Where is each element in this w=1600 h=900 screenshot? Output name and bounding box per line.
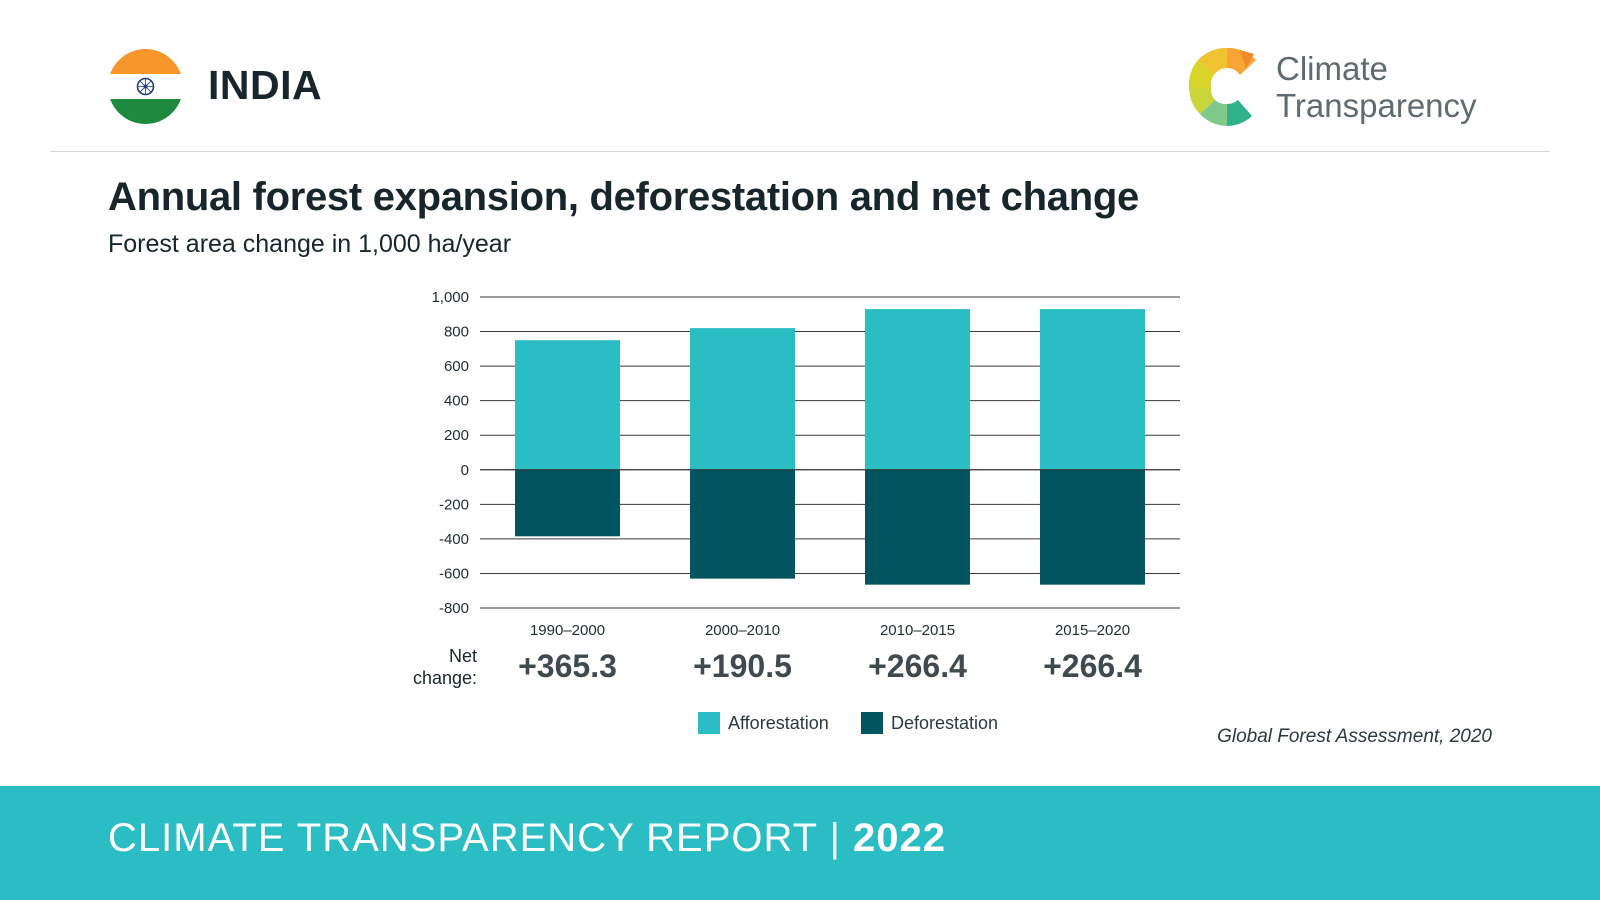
net-change-value: +266.4 [1043,648,1142,684]
y-tick-label: -800 [439,600,469,617]
footer-title: CLIMATE TRANSPARENCY REPORT | 2022 [108,816,946,861]
legend-afforestation: Afforestation [698,711,829,735]
x-tick-label: 2015–2020 [1055,622,1130,639]
bar-deforestation [1040,469,1145,585]
y-tick-label: -600 [439,565,469,582]
bar-deforestation [690,469,795,579]
y-tick-label: 200 [444,427,469,444]
logo-wordmark: Climate Transparency [1276,50,1477,124]
afforestation-swatch [698,712,720,734]
x-tick-label: 2010–2015 [880,622,955,639]
bar-deforestation [865,469,970,585]
legend-afforestation-label: Afforestation [728,712,829,733]
bar-afforestation [1040,309,1145,470]
chart-title: Annual forest expansion, deforestation a… [108,175,1139,219]
source-note: Global Forest Assessment, 2020 [1217,726,1492,747]
net-change-value: +266.4 [868,648,967,684]
legend-deforestation: Deforestation [861,711,998,735]
x-tick-label: 1990–2000 [530,622,605,639]
country-name: INDIA [208,62,323,108]
y-tick-label: 0 [461,462,469,479]
climate-transparency-logo-icon [1180,40,1280,132]
net-change-label: Net change: [412,646,477,688]
bar-afforestation [865,309,970,470]
deforestation-swatch [861,712,883,734]
x-tick-label: 2000–2010 [705,622,780,639]
y-tick-label: 800 [444,324,469,341]
bar-deforestation [515,469,620,537]
bar-afforestation [515,340,620,470]
chart-subtitle: Forest area change in 1,000 ha/year [108,230,512,258]
logo-text-line1: Climate [1276,50,1388,87]
net-change-value: +190.5 [693,648,792,684]
bar-afforestation [690,328,795,470]
legend-deforestation-label: Deforestation [891,712,999,733]
y-tick-label: 600 [444,358,469,375]
forest-change-bar-chart: 1,000 800 600 400 200 0 -200 -400 -600 -800 1990–2… [431,289,1180,639]
header-divider [50,151,1550,152]
footer-report-name: CLIMATE TRANSPARENCY REPORT | [108,816,853,860]
logo-text-line2: Transparency [1276,87,1477,124]
y-tick-label: 400 [444,393,469,410]
footer-banner: CLIMATE TRANSPARENCY REPORT | 2022 [0,786,1600,900]
y-tick-label: 1,000 [431,289,469,306]
y-tick-label: -200 [439,496,469,513]
net-change-value: +365.3 [518,648,617,684]
y-tick-label: -400 [439,531,469,548]
footer-year: 2022 [853,816,946,860]
